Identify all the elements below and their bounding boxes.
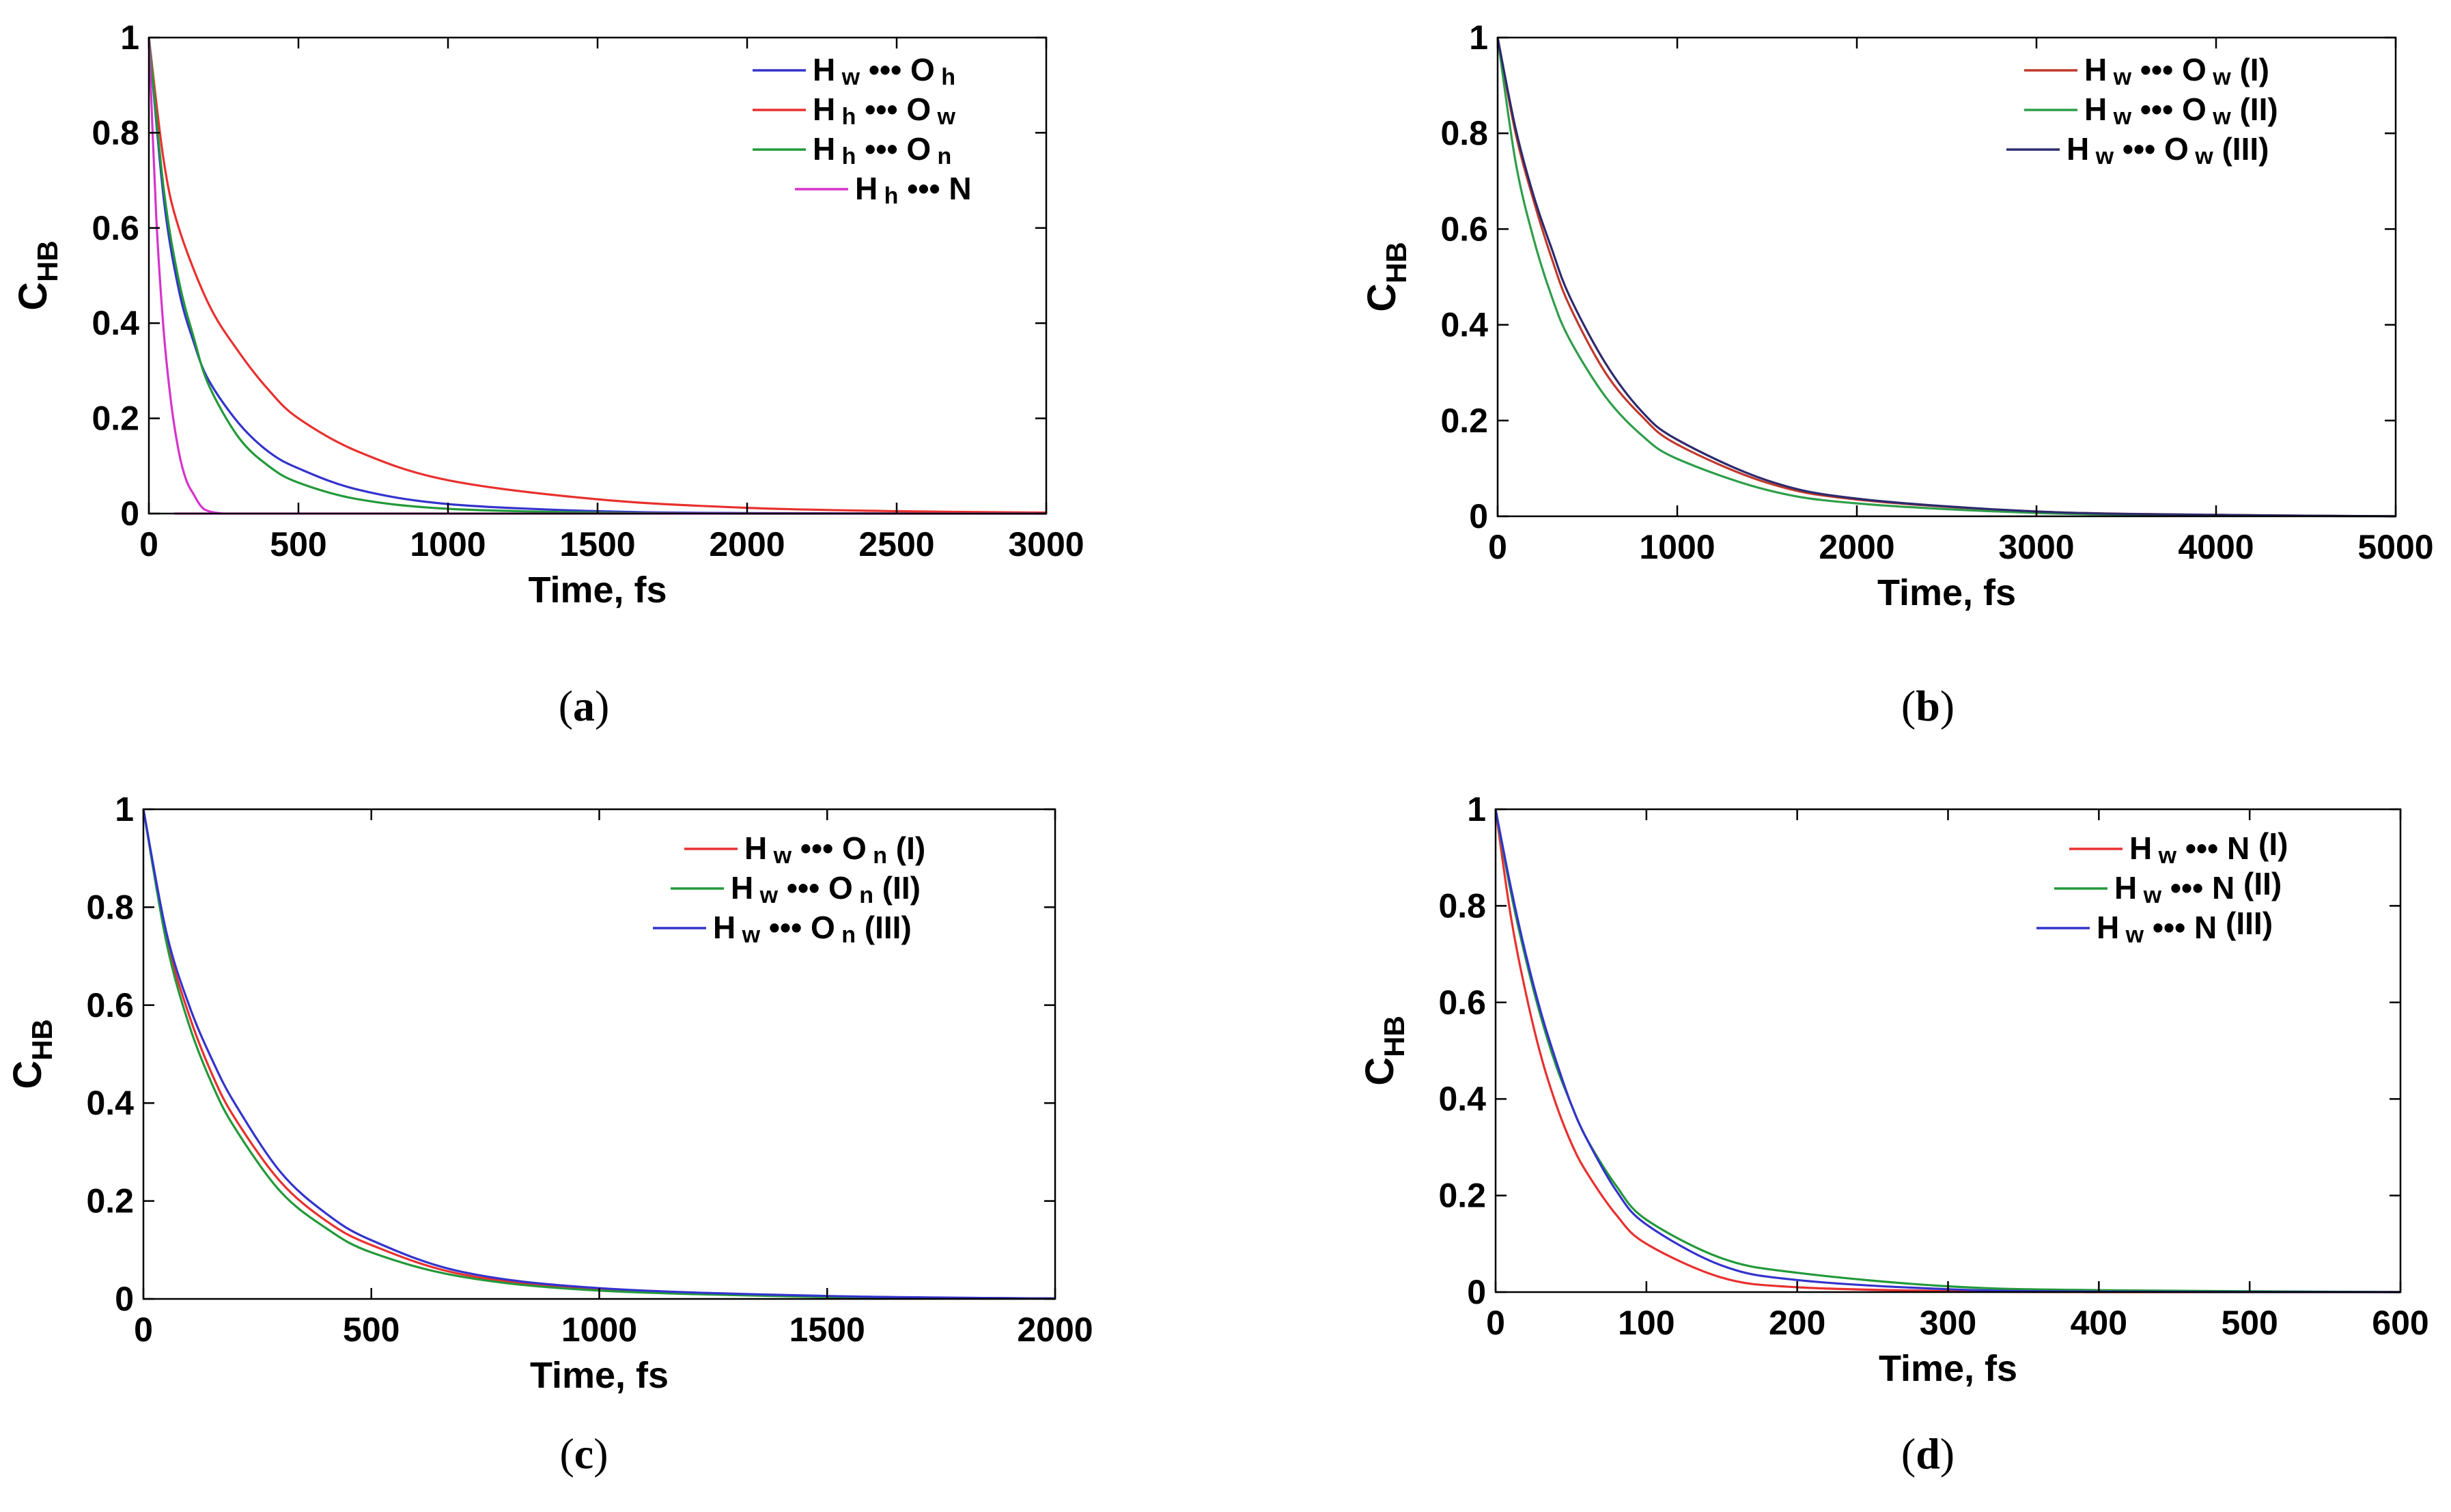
x-tick-label: 3000 xyxy=(1998,528,2074,566)
y-axis-label-sub: HB xyxy=(26,1019,58,1061)
series-line-c-2 xyxy=(142,809,1056,1300)
x-axis-label: Time, fs xyxy=(1879,1348,2017,1389)
y-axis-label: CHB xyxy=(11,240,64,311)
legend-entry: H w ••• O w (II) xyxy=(2084,92,2278,130)
legend-entry: H h ••• O w xyxy=(813,92,956,130)
x-axis-label: Time, fs xyxy=(528,570,667,611)
y-tick-label: 0.4 xyxy=(86,1084,134,1122)
y-axis-label-main: C xyxy=(11,282,55,311)
series-line-d-2 xyxy=(1494,809,2401,1293)
x-tick-label: 0 xyxy=(1488,528,1507,566)
x-axis-label: Time, fs xyxy=(530,1355,669,1396)
axes-box xyxy=(1496,36,2397,518)
y-tick-label: 0.6 xyxy=(92,209,139,247)
x-tick-label: 0 xyxy=(139,525,158,563)
y-tick-label: 0.2 xyxy=(1440,402,1488,440)
y-tick-label: 0.6 xyxy=(86,986,134,1024)
x-tick-label: 600 xyxy=(2372,1304,2428,1342)
y-tick-label: 0.4 xyxy=(1438,1080,1486,1118)
y-tick-label: 0.8 xyxy=(92,113,139,152)
panel-label-b: (b) xyxy=(1901,682,1955,730)
y-tick-label: 1 xyxy=(1467,790,1486,828)
y-tick-label: 0 xyxy=(1467,1273,1486,1311)
panel-label-c: (c) xyxy=(559,1429,608,1478)
y-tick-label: 1 xyxy=(1469,18,1488,57)
x-tick-label: 500 xyxy=(343,1311,400,1349)
legend-entry: H h ••• O n xyxy=(813,131,951,169)
x-tick-label: 3000 xyxy=(1008,525,1084,563)
x-tick-label: 300 xyxy=(1920,1304,1976,1342)
x-tick-label: 1000 xyxy=(561,1311,637,1349)
x-tick-label: 200 xyxy=(1769,1304,1825,1342)
chart-panel-d: 0 100 200 300 400 500 600 0 0.2 0.4 0.6 0.8 1 Time, f… xyxy=(1358,790,2429,1389)
x-tick-label: 5000 xyxy=(2357,528,2433,566)
x-tick-label: 1500 xyxy=(559,525,635,563)
legend-entry: H w ••• N (III) xyxy=(2097,906,2273,948)
y-tick-label: 0.2 xyxy=(92,400,139,438)
x-tick-label: 4000 xyxy=(2178,528,2254,566)
y-tick-label: 0 xyxy=(1469,497,1488,535)
legend-entry: H w ••• O h xyxy=(813,52,955,90)
y-tick-label: 0.2 xyxy=(86,1182,134,1220)
y-tick-label: 0.2 xyxy=(1438,1177,1486,1215)
series-line-a-1 xyxy=(148,37,1047,514)
legend-entry: H w ••• N (I) xyxy=(2129,826,2288,869)
y-axis-label-main: C xyxy=(1360,283,1404,312)
y-axis-label-main: C xyxy=(1358,1057,1402,1086)
series-line-b-2 xyxy=(1496,37,2396,518)
y-axis-label-sub: HB xyxy=(1378,1016,1410,1057)
y-axis-label-sub: HB xyxy=(1380,242,1412,283)
x-tick-label: 0 xyxy=(1486,1304,1505,1342)
chart-panel-b: 0 1000 2000 3000 4000 5000 0 0.2 0.4 0.6 0.8 1 Time,… xyxy=(1360,18,2434,613)
y-tick-label: 0.8 xyxy=(86,888,134,926)
x-tick-label: 1000 xyxy=(1639,528,1715,566)
y-tick-label: 0.6 xyxy=(1440,210,1488,248)
y-tick-label: 0.8 xyxy=(1440,114,1488,152)
x-tick-label: 0 xyxy=(134,1311,153,1349)
panel-label-a: (a) xyxy=(559,682,610,730)
x-tick-label: 400 xyxy=(2071,1304,2127,1342)
y-tick-label: 0.6 xyxy=(1438,983,1486,1022)
legend-entry: H w ••• O n (III) xyxy=(713,910,912,948)
y-axis-label: CHB xyxy=(5,1019,58,1089)
x-tick-label: 500 xyxy=(270,525,326,563)
series-line-d-1 xyxy=(1494,809,2401,1293)
legend-entry: H h ••• N xyxy=(855,171,972,209)
y-tick-label: 1 xyxy=(120,18,139,57)
legend-entry: H w ••• N (II) xyxy=(2114,866,2282,908)
y-tick-label: 0.4 xyxy=(92,304,139,342)
chart-panel-a: 0 500 1000 1500 2000 2500 3000 0 0.2 0.4 0.6 0.8 1 Ti… xyxy=(11,18,1084,611)
panel-label-d: (d) xyxy=(1901,1429,1955,1478)
legend-entry: H w ••• O n (I) xyxy=(744,830,925,869)
y-tick-label: 1 xyxy=(115,790,134,828)
x-axis-label: Time, fs xyxy=(1877,572,2016,613)
legend-entry: H w ••• O n (II) xyxy=(731,870,921,908)
series-line-c-1 xyxy=(142,809,1056,1300)
y-axis-label: CHB xyxy=(1358,1016,1410,1086)
y-axis-label-sub: HB xyxy=(31,240,64,282)
x-tick-label: 100 xyxy=(1618,1304,1675,1342)
x-tick-label: 2000 xyxy=(1819,528,1894,566)
y-axis-label-main: C xyxy=(5,1061,50,1089)
x-tick-label: 2000 xyxy=(1017,1311,1093,1349)
y-tick-label: 0.8 xyxy=(1438,886,1486,925)
x-tick-label: 2500 xyxy=(858,525,934,563)
x-tick-label: 2000 xyxy=(709,525,785,563)
x-tick-label: 500 xyxy=(2221,1304,2278,1342)
x-tick-label: 1000 xyxy=(410,525,486,563)
x-tick-label: 1500 xyxy=(789,1311,865,1349)
y-tick-label: 0.4 xyxy=(1440,306,1488,344)
y-tick-label: 0 xyxy=(120,494,139,533)
legend-entry: H w ••• O w (III) xyxy=(2067,131,2269,169)
y-axis-label: CHB xyxy=(1360,242,1412,312)
y-tick-label: 0 xyxy=(115,1280,134,1318)
legend-entry: H w ••• O w (I) xyxy=(2084,52,2269,90)
